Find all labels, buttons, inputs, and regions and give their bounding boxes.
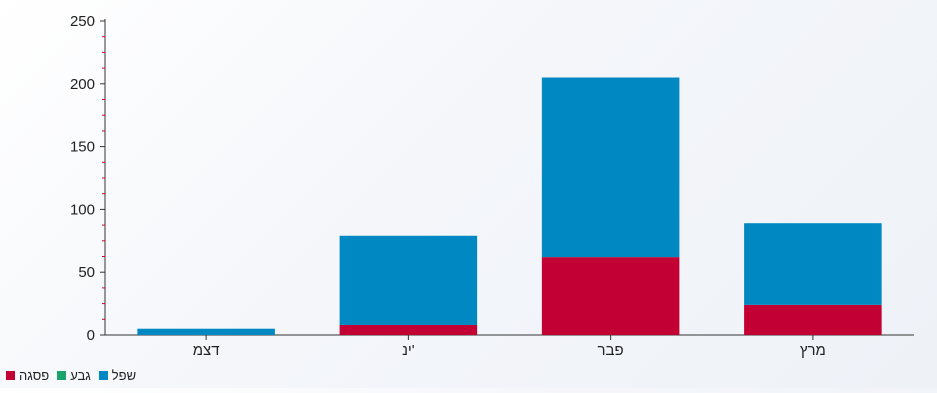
legend-swatch: [98, 371, 108, 380]
y-tick-label: 250: [70, 13, 95, 30]
y-tick-label: 0: [87, 327, 95, 344]
y-tick-label: 200: [70, 76, 95, 93]
x-tick-label: ינ': [402, 342, 415, 359]
bar-segment: [137, 328, 275, 335]
chart-legend: שפל גבע פסגה: [6, 368, 136, 383]
bar-segment: [339, 235, 478, 325]
y-tick-label: 100: [70, 201, 95, 218]
bar-segment: [339, 324, 478, 335]
legend-swatch: [57, 371, 67, 380]
bar-segment: [744, 223, 882, 305]
x-tick-label: מרץ: [800, 342, 826, 359]
y-tick-label: 50: [78, 264, 95, 281]
legend-label: פסגה: [19, 368, 50, 383]
legend-item: שפל: [98, 368, 137, 383]
legend-label: גבע: [70, 368, 91, 383]
bar-segment: [744, 304, 882, 335]
x-tick-label: דצמ: [193, 342, 220, 359]
legend-item: פסגה: [6, 368, 49, 383]
x-tick-label: פבר: [598, 342, 624, 359]
y-tick-label: 150: [70, 139, 95, 156]
legend-swatch: [6, 371, 15, 380]
legend-item: גבע: [57, 368, 91, 383]
bar-segment: [541, 77, 680, 258]
bar-segment: [541, 257, 680, 335]
legend-label: שפל: [111, 368, 137, 383]
